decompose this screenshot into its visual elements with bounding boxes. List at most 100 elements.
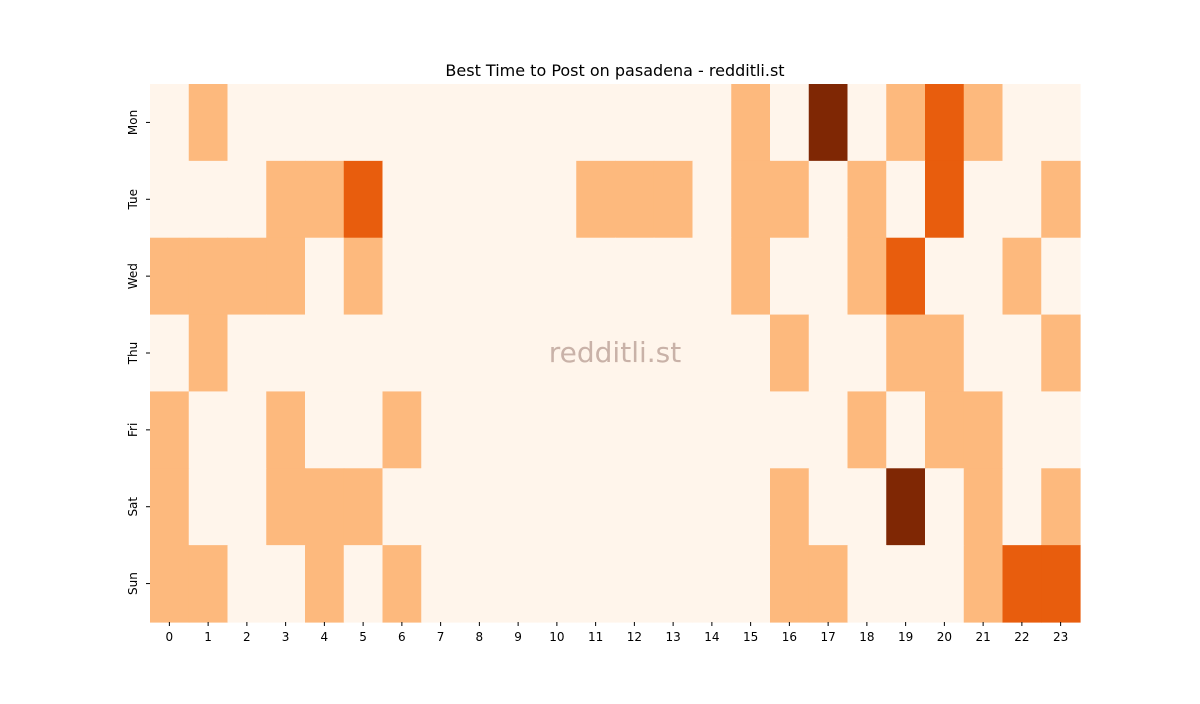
y-tick-label: Fri [126, 423, 140, 437]
heatmap-cell-wed-5 [343, 237, 384, 316]
heatmap-cell-sun-5 [343, 545, 384, 623]
heatmap-cell-mon-2 [227, 84, 267, 162]
heatmap-cell-mon-4 [305, 84, 345, 162]
heatmap-cell-tue-9 [498, 160, 539, 239]
y-tick-label: Sat [126, 497, 140, 517]
heatmap-cell-mon-23 [1041, 84, 1081, 162]
heatmap-cell-mon-5 [343, 84, 384, 162]
heatmap-cell-sat-6 [382, 468, 422, 546]
heatmap-cell-sat-4 [305, 468, 345, 546]
heatmap-cell-wed-21 [963, 237, 1004, 316]
heatmap-cell-tue-23 [1041, 160, 1081, 239]
x-tick-label: 17 [820, 630, 835, 644]
x-tick-label: 21 [975, 630, 990, 644]
heatmap-cell-sat-7 [421, 468, 461, 546]
heatmap-cell-thu-23 [1041, 314, 1081, 393]
heatmap-cell-thu-2 [227, 314, 267, 393]
heatmap-cell-fri-10 [537, 391, 577, 469]
x-tick-label: 20 [937, 630, 952, 644]
heatmap-cell-fri-23 [1041, 391, 1081, 469]
heatmap-cell-fri-13 [653, 391, 694, 469]
heatmap-cell-wed-7 [421, 237, 461, 316]
heatmap-cell-mon-10 [537, 84, 577, 162]
y-tick-label: Mon [126, 110, 140, 135]
heatmap-cell-sun-14 [692, 545, 732, 623]
heatmap-cell-fri-11 [576, 391, 616, 469]
x-tick-label: 12 [627, 630, 642, 644]
heatmap-cell-sun-12 [615, 545, 655, 623]
heatmap-cell-wed-10 [537, 237, 577, 316]
heatmap-cell-fri-14 [692, 391, 732, 469]
heatmap-cell-sat-1 [188, 468, 229, 546]
heatmap-cell-wed-14 [692, 237, 732, 316]
heatmap-cell-sat-8 [460, 468, 500, 546]
heatmap-cell-fri-20 [925, 391, 965, 469]
heatmap-cell-thu-15 [731, 314, 771, 393]
heatmap-cell-sun-19 [886, 545, 926, 623]
heatmap-cell-wed-3 [266, 237, 306, 316]
heatmap-cell-thu-7 [421, 314, 461, 393]
heatmap-cell-wed-9 [498, 237, 539, 316]
heatmap-cell-sat-0 [150, 468, 190, 546]
heatmap-cell-wed-2 [227, 237, 267, 316]
heatmap-cell-tue-15 [731, 160, 771, 239]
heatmap-cell-tue-3 [266, 160, 306, 239]
heatmap-cell-fri-21 [963, 391, 1004, 469]
heatmap-cell-sat-16 [770, 468, 810, 546]
heatmap-cell-tue-8 [460, 160, 500, 239]
heatmap-cell-wed-18 [847, 237, 887, 316]
x-tick-label: 8 [476, 630, 484, 644]
heatmap-cell-mon-16 [770, 84, 810, 162]
heatmap-cell-thu-17 [808, 314, 849, 393]
heatmap-cell-sat-2 [227, 468, 267, 546]
heatmap-cell-mon-18 [847, 84, 887, 162]
heatmap-cell-wed-19 [886, 237, 926, 316]
heatmap-cell-fri-8 [460, 391, 500, 469]
heatmap-cell-thu-0 [150, 314, 190, 393]
x-tick-label: 2 [243, 630, 251, 644]
heatmap-cell-thu-3 [266, 314, 306, 393]
heatmap-cell-mon-0 [150, 84, 190, 162]
x-tick-label: 19 [898, 630, 913, 644]
heatmap-cell-tue-22 [1002, 160, 1042, 239]
heatmap-cell-tue-10 [537, 160, 577, 239]
heatmap-cell-thu-16 [770, 314, 810, 393]
heatmap-cell-thu-8 [460, 314, 500, 393]
heatmap-cell-mon-12 [615, 84, 655, 162]
y-tick-label: Wed [126, 263, 140, 289]
heatmap-cell-sat-11 [576, 468, 616, 546]
heatmap-cell-fri-1 [188, 391, 229, 469]
heatmap-cell-tue-5 [343, 160, 384, 239]
heatmap-cell-sun-7 [421, 545, 461, 623]
y-tick-label: Sun [126, 572, 140, 595]
heatmap-cell-sun-3 [266, 545, 306, 623]
heatmap-cell-sat-22 [1002, 468, 1042, 546]
x-tick-label: 1 [204, 630, 212, 644]
heatmap-cell-mon-3 [266, 84, 306, 162]
heatmap-cell-thu-6 [382, 314, 422, 393]
heatmap-cell-mon-8 [460, 84, 500, 162]
heatmap-cell-fri-15 [731, 391, 771, 469]
heatmap-cell-fri-22 [1002, 391, 1042, 469]
heatmap-cell-tue-13 [653, 160, 694, 239]
heatmap-cell-mon-9 [498, 84, 539, 162]
heatmap-cell-sat-5 [343, 468, 384, 546]
heatmap-cell-wed-11 [576, 237, 616, 316]
x-tick-label: 15 [743, 630, 758, 644]
x-tick-label: 5 [359, 630, 367, 644]
heatmap-cell-wed-16 [770, 237, 810, 316]
heatmap-cell-wed-1 [188, 237, 229, 316]
heatmap-cell-tue-2 [227, 160, 267, 239]
watermark: redditli.st [549, 336, 681, 369]
heatmap-cell-mon-7 [421, 84, 461, 162]
heatmap-cell-sat-15 [731, 468, 771, 546]
x-tick-label: 0 [166, 630, 174, 644]
heatmap-cell-tue-6 [382, 160, 422, 239]
heatmap-cell-tue-21 [963, 160, 1004, 239]
heatmap-cell-tue-20 [925, 160, 965, 239]
heatmap-cell-sat-18 [847, 468, 887, 546]
heatmap-cell-sat-19 [886, 468, 926, 546]
heatmap-cell-sun-22 [1002, 545, 1042, 623]
heatmap-cell-sun-4 [305, 545, 345, 623]
